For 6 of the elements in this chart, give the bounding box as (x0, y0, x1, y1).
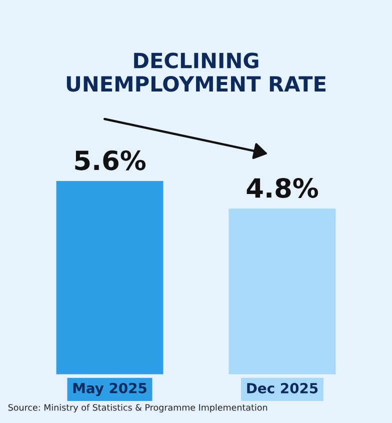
chart-title: DECLINING UNEMPLOYMENT RATE (66, 52, 326, 92)
data-label: 4.8% (246, 178, 318, 198)
data-label: 5.6% (75, 150, 146, 170)
source-note: Source: Ministry of Statistics & Programme Implementation (8, 404, 268, 412)
x-tick-label: Dec 2025 (247, 382, 318, 394)
x-tick-label: May 2025 (73, 382, 146, 396)
